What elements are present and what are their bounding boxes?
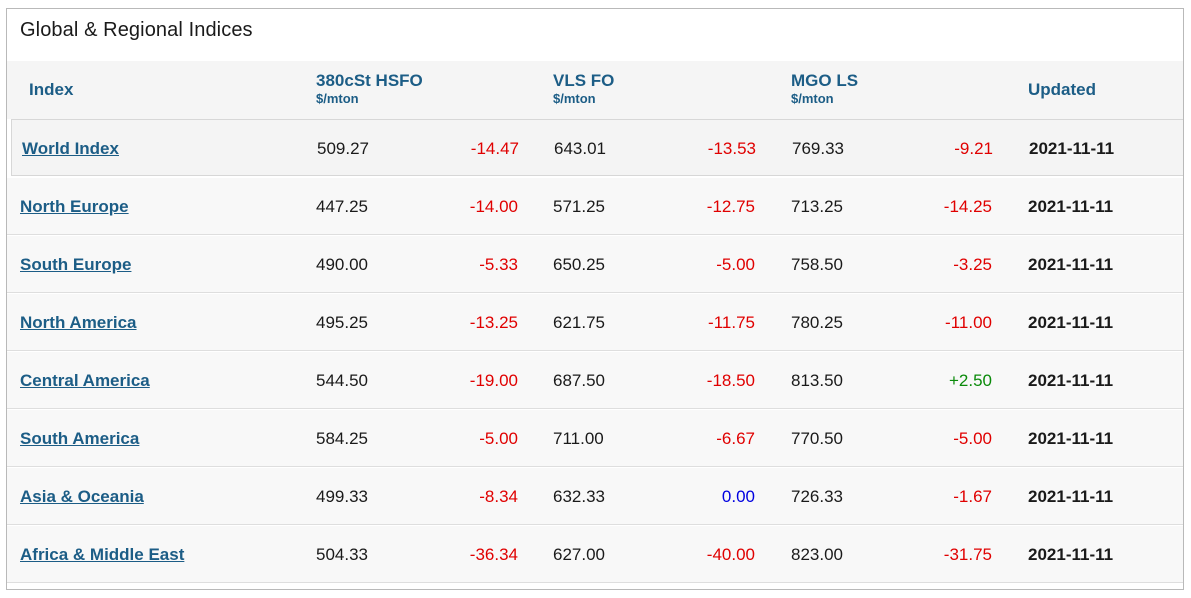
- table-row: Central America 544.50 -19.00 687.50 -18…: [7, 352, 1183, 409]
- table-row: North America 495.25 -13.25 621.75 -11.7…: [7, 294, 1183, 351]
- table-row: Asia & Oceania 499.33 -8.34 632.33 0.00 …: [7, 468, 1183, 525]
- vlsfo-change: -5.00: [716, 255, 755, 274]
- updated-date: 2021-11-11: [1028, 255, 1114, 274]
- row-link-north-america[interactable]: North America: [20, 313, 137, 332]
- indices-panel: Global & Regional Indices Index 380cSt H…: [6, 8, 1184, 590]
- header-mgo-label: MGO LS: [791, 71, 859, 90]
- hsfo-change: -36.34: [469, 545, 518, 564]
- vlsfo-change: -11.75: [708, 313, 755, 332]
- row-link-africa-middle-east[interactable]: Africa & Middle East: [20, 545, 185, 564]
- updated-date: 2021-11-11: [1028, 371, 1114, 390]
- hsfo-change: -19.00: [469, 371, 518, 390]
- updated-date: 2021-11-11: [1028, 197, 1114, 216]
- row-link-south-america[interactable]: South America: [20, 429, 140, 448]
- vlsfo-price: 650.25: [553, 255, 605, 274]
- mgo-price: 713.25: [791, 197, 843, 216]
- header-vlsfo: VLS FO $/mton: [553, 71, 614, 106]
- hsfo-price: 544.50: [316, 371, 368, 390]
- row-link-central-america[interactable]: Central America: [20, 371, 150, 390]
- row-link-south-europe[interactable]: South Europe: [20, 255, 132, 274]
- hsfo-price: 504.33: [316, 545, 368, 564]
- vlsfo-change: -13.53: [707, 139, 756, 158]
- row-link-world-index[interactable]: World Index: [22, 139, 119, 158]
- hsfo-change: -14.47: [470, 139, 519, 158]
- hsfo-price: 509.27: [317, 139, 369, 158]
- mgo-price: 758.50: [791, 255, 843, 274]
- mgo-change: +2.50: [948, 371, 992, 390]
- updated-date: 2021-11-11: [1028, 313, 1114, 332]
- panel-title: Global & Regional Indices: [20, 19, 253, 41]
- mgo-change: -31.75: [943, 545, 992, 564]
- header-vlsfo-unit: $/mton: [553, 91, 596, 106]
- vlsfo-price: 687.50: [553, 371, 605, 390]
- vlsfo-change: -40.00: [706, 545, 755, 564]
- mgo-change: -11.00: [945, 313, 992, 332]
- mgo-price: 813.50: [791, 371, 843, 390]
- mgo-price: 726.33: [791, 487, 843, 506]
- hsfo-price: 499.33: [316, 487, 368, 506]
- updated-date: 2021-11-11: [1028, 545, 1114, 564]
- mgo-price: 770.50: [791, 429, 843, 448]
- row-link-north-europe[interactable]: North Europe: [20, 197, 129, 216]
- hsfo-change: -5.00: [479, 429, 518, 448]
- table-header: Index 380cSt HSFO $/mton VLS FO $/mton M…: [7, 61, 1183, 119]
- vlsfo-price: 627.00: [553, 545, 605, 564]
- vlsfo-change: -12.75: [706, 197, 755, 216]
- hsfo-price: 447.25: [316, 197, 368, 216]
- updated-date: 2021-11-11: [1029, 139, 1115, 158]
- mgo-change: -14.25: [943, 197, 992, 216]
- header-hsfo: 380cSt HSFO $/mton: [316, 71, 423, 106]
- mgo-price: 823.00: [791, 545, 843, 564]
- vlsfo-price: 571.25: [553, 197, 605, 216]
- mgo-change: -5.00: [953, 429, 992, 448]
- hsfo-price: 495.25: [316, 313, 368, 332]
- hsfo-price: 584.25: [316, 429, 368, 448]
- hsfo-change: -14.00: [469, 197, 518, 216]
- mgo-change: -1.67: [953, 487, 992, 506]
- header-mgo-unit: $/mton: [791, 91, 834, 106]
- table-row: South Europe 490.00 -5.33 650.25 -5.00 7…: [7, 236, 1183, 293]
- hsfo-price: 490.00: [316, 255, 368, 274]
- mgo-change: -9.21: [954, 139, 993, 158]
- vlsfo-price: 621.75: [553, 313, 605, 332]
- header-updated: Updated: [1028, 80, 1096, 99]
- hsfo-change: -13.25: [469, 313, 518, 332]
- table-row: North Europe 447.25 -14.00 571.25 -12.75…: [7, 178, 1183, 235]
- updated-date: 2021-11-11: [1028, 487, 1114, 506]
- mgo-price: 780.25: [791, 313, 843, 332]
- mgo-price: 769.33: [792, 139, 844, 158]
- table-row: South America 584.25 -5.00 711.00 -6.67 …: [7, 410, 1183, 467]
- vlsfo-price: 643.01: [554, 139, 606, 158]
- vlsfo-change: 0.00: [721, 487, 755, 506]
- vlsfo-change: -6.67: [716, 429, 755, 448]
- updated-date: 2021-11-11: [1028, 429, 1114, 448]
- mgo-change: -3.25: [953, 255, 992, 274]
- vlsfo-change: -18.50: [706, 371, 755, 390]
- header-mgo: MGO LS $/mton: [791, 71, 858, 106]
- header-index: Index: [29, 80, 74, 99]
- vlsfo-price: 711.00: [553, 429, 604, 448]
- row-link-asia-oceania[interactable]: Asia & Oceania: [20, 487, 144, 506]
- header-vlsfo-label: VLS FO: [553, 71, 615, 90]
- vlsfo-price: 632.33: [553, 487, 605, 506]
- hsfo-change: -5.33: [479, 255, 518, 274]
- table-row: Africa & Middle East 504.33 -36.34 627.0…: [7, 526, 1183, 583]
- header-hsfo-unit: $/mton: [316, 91, 359, 106]
- hsfo-change: -8.34: [479, 487, 518, 506]
- table-row: World Index 509.27 -14.47 643.01 -13.53 …: [11, 119, 1183, 176]
- header-hsfo-label: 380cSt HSFO: [316, 71, 423, 90]
